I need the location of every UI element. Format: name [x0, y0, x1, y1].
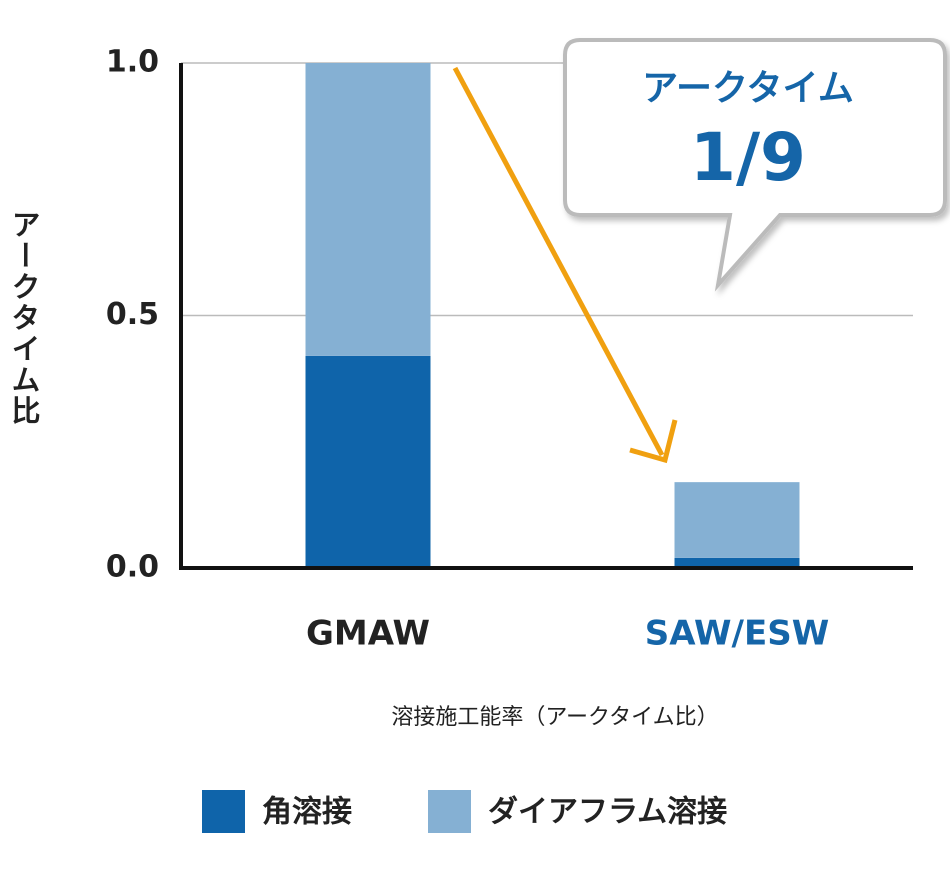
- y-tick-label: 1.0: [106, 45, 159, 80]
- arrow-line: [452, 66, 665, 457]
- legend-label: 角溶接: [262, 795, 352, 830]
- bar-segment: [305, 355, 431, 568]
- y-tick-label: 0.5: [106, 297, 159, 332]
- callout-value: 1/9: [690, 119, 806, 196]
- legend-label: ダイアフラム溶接: [488, 795, 727, 830]
- callout: [563, 38, 947, 292]
- plot: 0.0 0.5 1.0 GMAW SAW/ESW 角溶接 ダイアフラム溶接: [106, 45, 913, 833]
- callout-title: アークタイム: [642, 68, 854, 109]
- bar-segment: [674, 557, 800, 568]
- bar-segment: [305, 63, 431, 356]
- y-axis-label: アークタイム比: [7, 210, 41, 427]
- legend-swatch: [202, 790, 245, 833]
- legend-swatch: [428, 790, 471, 833]
- x-axis-label: 溶接施工能率（アークタイム比）: [391, 705, 718, 730]
- x-tick-label: GMAW: [306, 614, 430, 654]
- x-tick-label: SAW/ESW: [645, 614, 829, 654]
- y-tick-label: 0.0: [106, 550, 159, 585]
- arrow-head: [629, 419, 678, 464]
- bar-segment: [674, 482, 800, 558]
